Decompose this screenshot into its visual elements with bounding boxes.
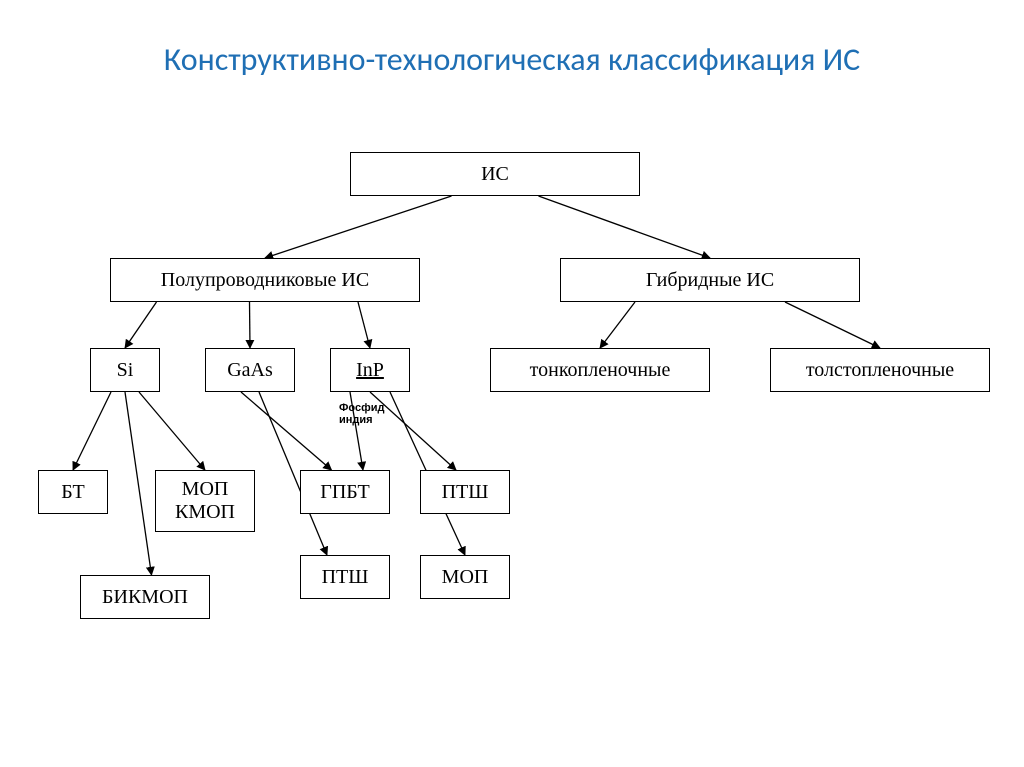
edge-semi-inp (358, 302, 370, 348)
annotation-inp: Фосфид индия (339, 402, 384, 426)
node-mop: МОП КМОП (155, 470, 255, 532)
node-label: ГПБТ (320, 481, 369, 504)
edge-semi-si (125, 302, 157, 348)
node-label: Si (117, 359, 134, 382)
node-label: МОП КМОП (175, 478, 235, 524)
edge-semi-gaas (250, 302, 251, 348)
edge-gaas-gpbt (241, 392, 332, 470)
node-label: ПТШ (322, 566, 369, 589)
node-label: толстопленочные (806, 359, 954, 382)
edge-si-bt (73, 392, 111, 470)
node-gpbt: ГПБТ (300, 470, 390, 514)
node-label: Полупроводниковые ИС (161, 269, 369, 292)
node-si: Si (90, 348, 160, 392)
node-label: InP (356, 359, 384, 382)
edge-si-bik (125, 392, 152, 575)
node-ptsh2: ПТШ (300, 555, 390, 599)
node-root: ИС (350, 152, 640, 196)
node-inp: InP (330, 348, 410, 392)
node-mop2: МОП (420, 555, 510, 599)
edge-root-hyb (539, 196, 711, 258)
edge-hyb-thick (785, 302, 880, 348)
node-bt: БТ (38, 470, 108, 514)
page-title: Конструктивно-технологическая классифика… (0, 40, 1024, 79)
node-semi: Полупроводниковые ИС (110, 258, 420, 302)
node-hyb: Гибридные ИС (560, 258, 860, 302)
node-bik: БИКМОП (80, 575, 210, 619)
node-label: тонкопленочные (530, 359, 671, 382)
node-label: GaAs (227, 359, 273, 382)
edge-hyb-thin (600, 302, 635, 348)
node-ptsh1: ПТШ (420, 470, 510, 514)
node-label: БТ (61, 481, 84, 504)
edge-root-semi (265, 196, 452, 258)
node-label: МОП (442, 566, 489, 589)
node-label: ИС (481, 163, 509, 186)
node-label: Гибридные ИС (646, 269, 774, 292)
node-label: ПТШ (442, 481, 489, 504)
node-thin: тонкопленочные (490, 348, 710, 392)
node-thick: толстопленочные (770, 348, 990, 392)
edge-si-mop (139, 392, 205, 470)
node-gaas: GaAs (205, 348, 295, 392)
node-label: БИКМОП (102, 586, 188, 609)
